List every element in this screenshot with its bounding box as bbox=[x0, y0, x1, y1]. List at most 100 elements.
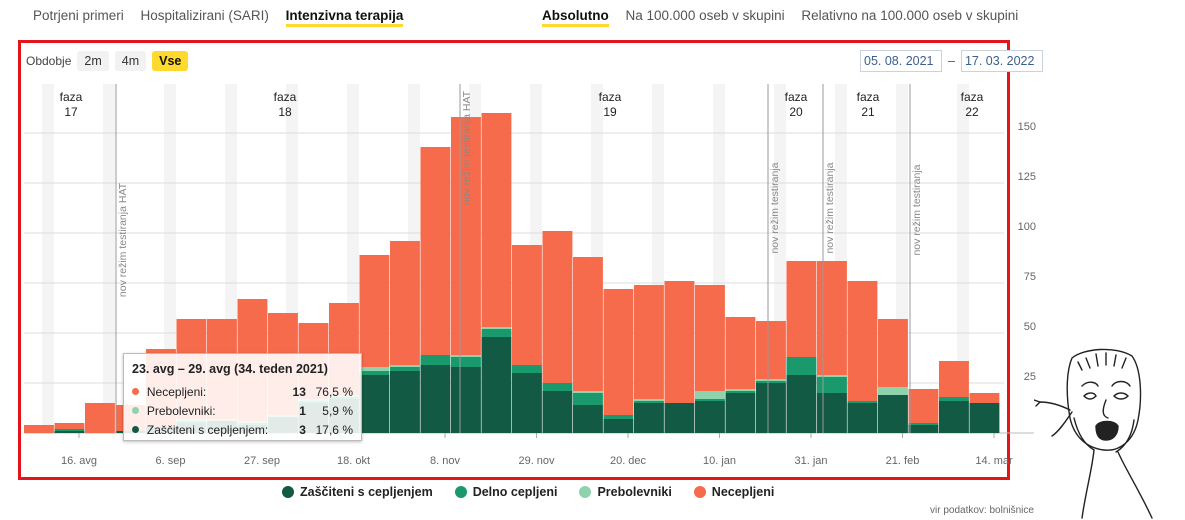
bar-segment bbox=[634, 401, 664, 403]
legend-label: Prebolevniki bbox=[597, 485, 672, 499]
chart-legend: Zaščiteni s cepljenjem Delno cepljeni Pr… bbox=[282, 485, 796, 499]
bar-segment bbox=[420, 147, 451, 355]
bar-segment bbox=[603, 415, 634, 419]
y-tick-label: 125 bbox=[1018, 171, 1036, 183]
legend-label: Delno cepljeni bbox=[472, 485, 558, 499]
bar-segment bbox=[756, 379, 786, 381]
bar-segment bbox=[542, 231, 573, 383]
tooltip-dot bbox=[132, 388, 139, 395]
mode-absolute[interactable]: Absolutno bbox=[542, 8, 609, 27]
bar-segment bbox=[481, 113, 512, 327]
legend-item-recovered[interactable]: Prebolevniki bbox=[579, 485, 672, 499]
bar-segment bbox=[695, 401, 725, 433]
bar-segment bbox=[359, 371, 390, 375]
phase-number: 17 bbox=[64, 105, 78, 119]
bar-segment bbox=[969, 403, 1000, 433]
tab-icu[interactable]: Intenzivna terapija bbox=[285, 8, 404, 27]
bar-segment bbox=[695, 391, 725, 399]
bar-segment bbox=[756, 381, 786, 383]
period-all-button[interactable]: Vse bbox=[152, 51, 189, 71]
phase-label: faza bbox=[785, 90, 808, 104]
bar-segment bbox=[908, 425, 939, 433]
bar-segment bbox=[725, 393, 756, 433]
bar-segment bbox=[359, 367, 390, 371]
bar-segment bbox=[573, 405, 603, 433]
bar-segment bbox=[908, 389, 939, 423]
period-2m-button[interactable]: 2m bbox=[77, 51, 109, 71]
tooltip-name: Zaščiteni s cepljenjem: bbox=[146, 422, 269, 437]
column-band bbox=[42, 84, 54, 433]
annotation-label: nov režim testiranja bbox=[911, 164, 923, 255]
bar-segment bbox=[756, 321, 786, 379]
bar-segment bbox=[359, 255, 390, 367]
mode-relative-per-100k[interactable]: Relativno na 100.000 oseb v skupini bbox=[801, 8, 1019, 23]
bar-segment bbox=[512, 245, 542, 365]
bar-segment bbox=[573, 393, 603, 405]
bar-segment bbox=[817, 261, 847, 375]
y-tick-label: 50 bbox=[1024, 321, 1036, 333]
bar-segment bbox=[725, 389, 756, 391]
x-tick-label: 6. sep bbox=[156, 455, 186, 467]
bar-segment bbox=[542, 391, 573, 433]
legend-item-vaccinated[interactable]: Zaščiteni s cepljenjem bbox=[282, 485, 433, 499]
bars bbox=[24, 113, 1000, 433]
mode-per-100k[interactable]: Na 100.000 oseb v skupini bbox=[625, 8, 785, 23]
bar-segment bbox=[481, 329, 512, 337]
date-to-input[interactable] bbox=[960, 50, 1043, 72]
bar-segment bbox=[695, 399, 725, 401]
tooltip-row: Necepljeni: 13 76,5 % bbox=[132, 382, 353, 401]
tab-hospitalized[interactable]: Hospitalizirani (SARI) bbox=[140, 8, 269, 23]
annotation-label: nov režim testiranja HAT bbox=[117, 182, 129, 297]
bar-segment bbox=[54, 423, 85, 429]
x-tick-label: 27. sep bbox=[244, 455, 280, 467]
y-axis: 25 50 75 100 125 150 bbox=[1018, 121, 1036, 383]
tooltip-dot bbox=[132, 407, 139, 414]
bar-segment bbox=[451, 117, 481, 355]
legend-swatch bbox=[282, 486, 294, 498]
period-4m-button[interactable]: 4m bbox=[114, 51, 147, 71]
bar-segment bbox=[939, 401, 969, 433]
bar-segment bbox=[939, 361, 969, 397]
y-tick-label: 150 bbox=[1018, 121, 1036, 133]
date-from-input[interactable] bbox=[860, 50, 942, 72]
bar-segment bbox=[817, 393, 847, 433]
bar-segment bbox=[725, 317, 756, 389]
display-modes: Absolutno Na 100.000 oseb v skupini Rela… bbox=[542, 8, 1031, 27]
x-tick-label: 18. okt bbox=[337, 455, 370, 467]
x-tick-label: 29. nov bbox=[518, 455, 555, 467]
tooltip-name: Necepljeni: bbox=[146, 384, 207, 399]
bar-segment bbox=[85, 403, 115, 433]
bar-segment bbox=[451, 367, 481, 433]
annotation-label: nov režim testiranja bbox=[769, 162, 781, 253]
tooltip-percent: 76,5 % bbox=[315, 384, 353, 399]
tooltip-percent: 17,6 % bbox=[315, 422, 353, 437]
legend-item-unvaccinated[interactable]: Necepljeni bbox=[693, 485, 774, 499]
column-band bbox=[957, 84, 969, 433]
legend-item-partial[interactable]: Delno cepljeni bbox=[454, 485, 558, 499]
bar-segment bbox=[573, 257, 603, 391]
tooltip-row: Zaščiteni s cepljenjem: 3 17,6 % bbox=[132, 420, 353, 439]
phase-label: faza bbox=[857, 90, 880, 104]
period-toolbar: Obdobje 2m 4m Vse bbox=[26, 51, 194, 71]
bar-segment bbox=[54, 429, 85, 431]
bar-segment bbox=[939, 397, 969, 401]
bar-segment bbox=[847, 281, 878, 401]
bar-segment bbox=[664, 281, 695, 403]
chart-tooltip: 23. avg – 29. avg (34. teden 2021) Necep… bbox=[123, 353, 362, 441]
bar-segment bbox=[634, 285, 664, 399]
y-tick-label: 75 bbox=[1024, 271, 1036, 283]
bar-segment bbox=[512, 373, 542, 433]
data-tabs: Potrjeni primeri Hospitalizirani (SARI) … bbox=[33, 8, 416, 27]
bar-segment bbox=[817, 377, 847, 393]
bar-segment bbox=[878, 395, 908, 433]
period-label: Obdobje bbox=[26, 54, 72, 68]
bar-segment bbox=[786, 375, 817, 433]
tab-confirmed[interactable]: Potrjeni primeri bbox=[33, 8, 124, 23]
bar-segment bbox=[481, 337, 512, 433]
y-tick-label: 25 bbox=[1024, 371, 1036, 383]
bar-segment bbox=[420, 355, 451, 365]
bar-segment bbox=[634, 403, 664, 433]
bar-segment bbox=[725, 391, 756, 393]
bar-segment bbox=[542, 383, 573, 391]
x-tick-label: 31. jan bbox=[794, 455, 827, 467]
